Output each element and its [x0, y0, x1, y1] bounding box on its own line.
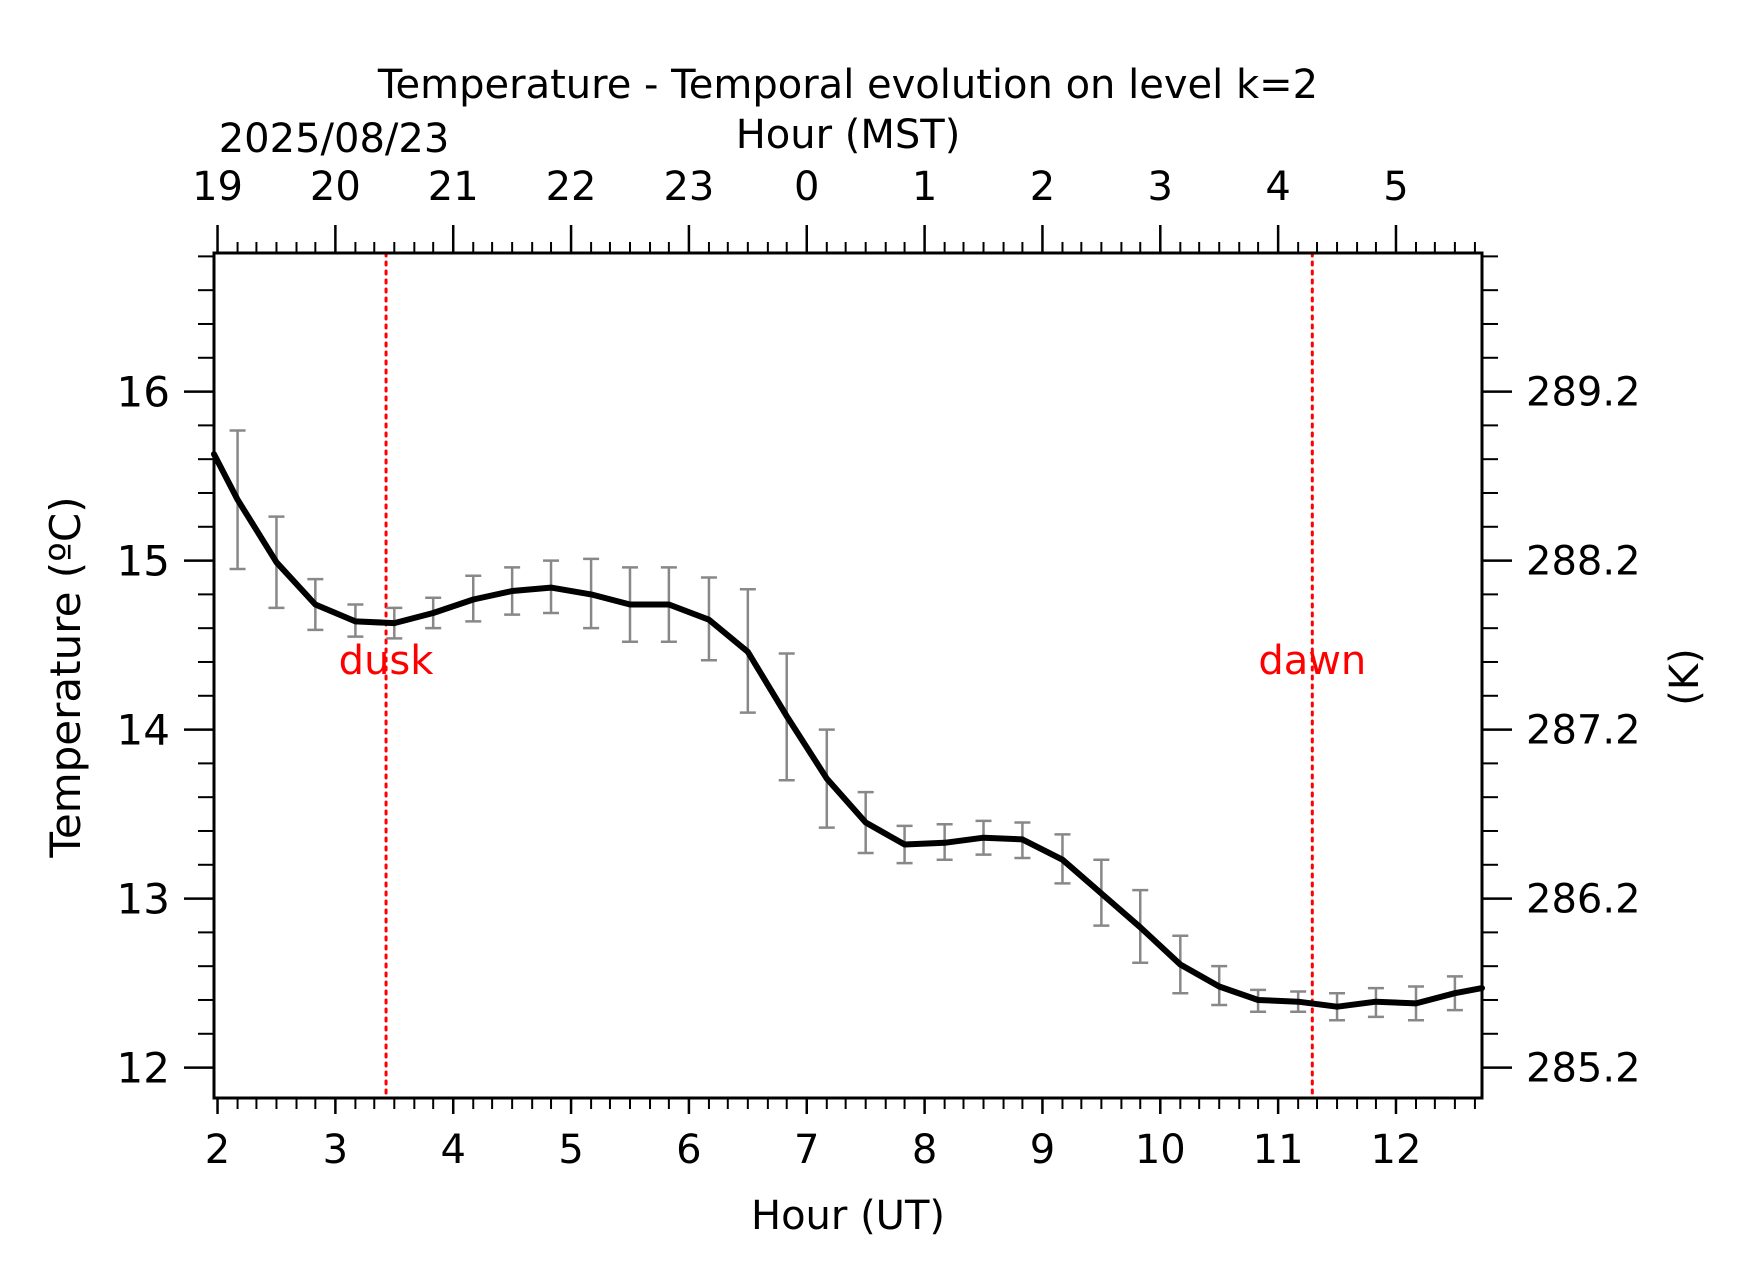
top-tick-label: 2: [1030, 164, 1055, 210]
y-tick-label: 16: [117, 368, 170, 417]
right-tick-label: 285.2: [1526, 1046, 1641, 1092]
right-axis-label: (K): [1662, 648, 1708, 705]
x-tick-label: 4: [440, 1127, 465, 1173]
top-tick-label: 1: [912, 164, 937, 210]
top-tick-label: 21: [428, 164, 479, 210]
x-tick-label: 11: [1253, 1127, 1304, 1173]
left-axis-label: Temperature (ºC): [41, 496, 90, 858]
top-tick-label: 19: [192, 164, 243, 210]
top-tick-label: 0: [794, 164, 819, 210]
y-tick-label: 12: [117, 1044, 170, 1093]
top-axis-label: Hour (MST): [736, 112, 961, 158]
x-tick-label: 3: [323, 1127, 348, 1173]
bottom-axis-label: Hour (UT): [751, 1193, 945, 1239]
y-tick-label: 13: [117, 875, 170, 924]
x-tick-label: 5: [558, 1127, 583, 1173]
right-tick-label: 287.2: [1526, 708, 1641, 754]
chart-title: Temperature - Temporal evolution on leve…: [377, 62, 1318, 108]
right-tick-label: 288.2: [1526, 539, 1641, 585]
x-tick-label: 2: [205, 1127, 230, 1173]
dusk-label: dusk: [339, 638, 435, 684]
temperature-line: [211, 451, 1485, 1010]
date-label: 2025/08/23: [219, 116, 450, 162]
top-tick-label: 23: [663, 164, 714, 210]
top-tick-label: 5: [1383, 164, 1408, 210]
y-tick-label: 15: [117, 537, 170, 586]
top-tick-label: 22: [546, 164, 597, 210]
x-tick-label: 9: [1030, 1127, 1055, 1173]
plot-frame: [212, 251, 1484, 1100]
series-lines: [211, 451, 1485, 1010]
top-tick-label: 4: [1265, 164, 1290, 210]
day-night-markers: [384, 251, 1314, 1100]
error-bars: [229, 429, 1463, 1022]
top-tick-label: 20: [310, 164, 361, 210]
dawn-label: dawn: [1258, 638, 1366, 684]
x-tick-label: 7: [794, 1127, 819, 1173]
x-tick-label: 10: [1135, 1127, 1186, 1173]
x-tick-label: 6: [676, 1127, 701, 1173]
x-tick-label: 12: [1371, 1127, 1422, 1173]
right-tick-label: 289.2: [1526, 370, 1641, 416]
y-tick-label: 14: [117, 706, 170, 755]
top-tick-label: 3: [1148, 164, 1173, 210]
right-tick-label: 286.2: [1526, 877, 1641, 923]
annotations: dusk dawn: [339, 638, 1367, 684]
x-tick-label: 8: [912, 1127, 937, 1173]
